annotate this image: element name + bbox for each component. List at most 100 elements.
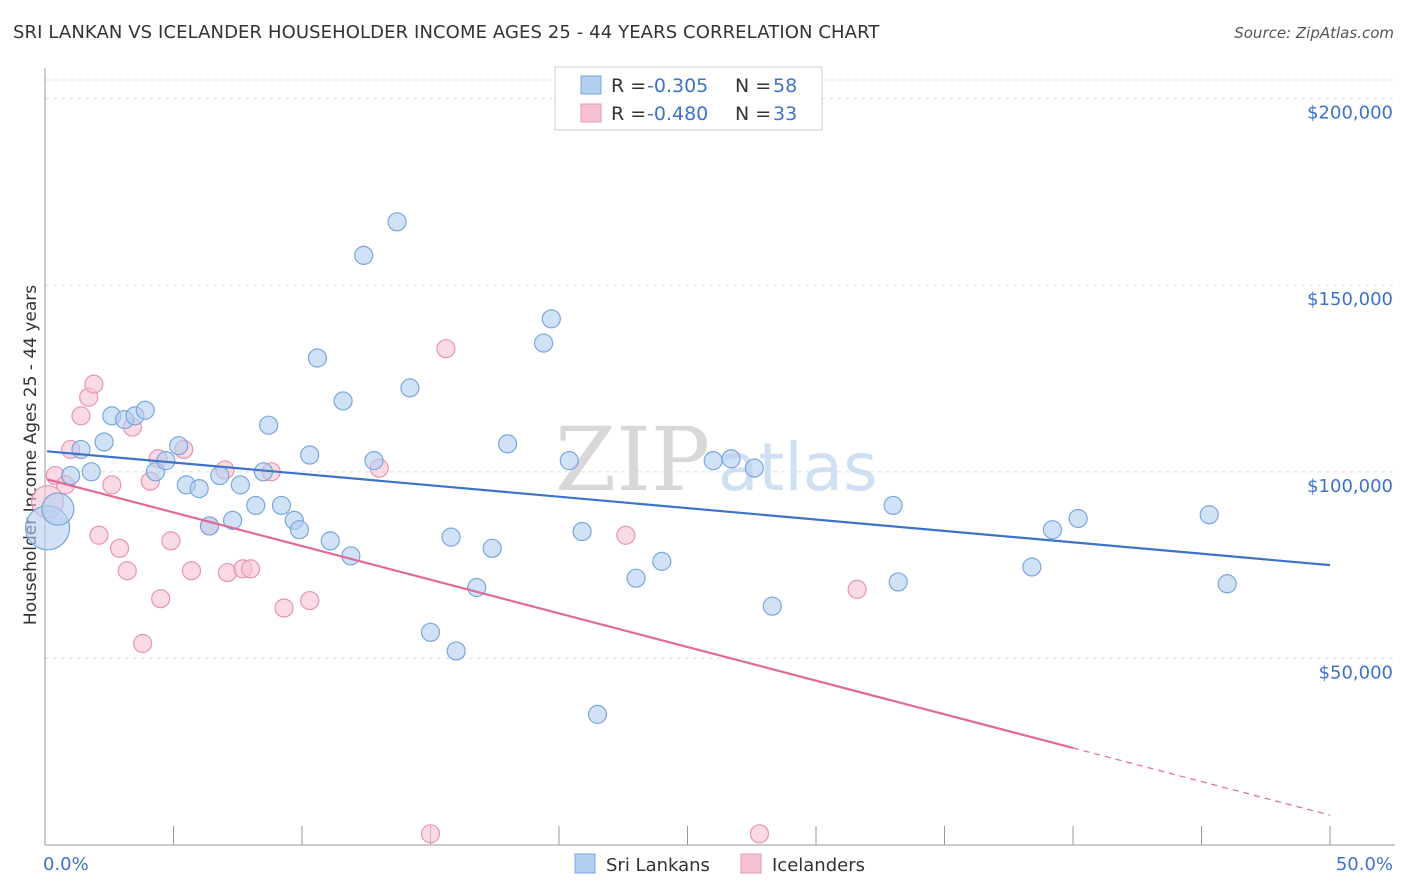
- sri-lankan-point: [541, 309, 561, 329]
- sri-lankan-point: [533, 333, 554, 353]
- watermark-zip: ZIP: [555, 408, 710, 511]
- sri-lankan-point: [762, 596, 782, 616]
- y-tick-label: $50,000: [1319, 662, 1393, 683]
- icelander-point: [420, 824, 441, 844]
- icelander-point: [109, 538, 130, 558]
- sri-lankan-point: [420, 622, 441, 642]
- sri-lankan-point: [333, 391, 353, 411]
- sri-lankan-point: [703, 451, 723, 471]
- sri-lankan-point: [888, 572, 908, 592]
- sri-lankan-point: [230, 475, 250, 495]
- chart-title: SRI LANKAN VS ICELANDER HOUSEHOLDER INCO…: [13, 22, 880, 43]
- legend-n-value-2: 33: [773, 103, 797, 125]
- y-tick-label: $200,000: [1307, 103, 1393, 124]
- sri-lankan-point: [94, 432, 114, 452]
- icelanders-trend-extension: [1072, 747, 1331, 816]
- legend-n-value-1: 58: [773, 75, 797, 97]
- sri-lankan-point: [572, 521, 592, 542]
- sri-lankan-point: [258, 415, 279, 435]
- icelander-point: [84, 374, 104, 394]
- watermark-atlas: atlas: [718, 429, 878, 506]
- series-label-sri-lankans: Sri Lankans: [606, 855, 710, 876]
- sri-lankan-point: [169, 436, 189, 456]
- series-swatch-sri-lankans: [574, 853, 596, 874]
- legend-swatch-blue: [580, 75, 602, 95]
- sri-lankan-point: [61, 465, 81, 486]
- legend-n-label-1: N =: [735, 75, 771, 97]
- icelander-point: [161, 531, 181, 551]
- sri-lankan-point: [498, 434, 518, 454]
- legend-r-value-2: -0.480: [647, 103, 708, 125]
- sri-lankan-point: [223, 510, 243, 530]
- legend-r-label-1: R =: [611, 75, 646, 97]
- x-tick-label: 0.0%: [43, 854, 89, 875]
- legend-n-label-2: N =: [735, 103, 771, 125]
- series-legend: Sri Lankans Icelanders: [574, 853, 865, 876]
- sri-lankan-point: [364, 451, 384, 471]
- sri-lankan-point: [721, 449, 741, 469]
- sri-lankan-point: [289, 520, 310, 540]
- series-label-icelanders: Icelanders: [772, 855, 865, 876]
- sri-lankan-point: [246, 495, 266, 516]
- sri-lankan-point: [210, 465, 230, 486]
- icelander-point: [616, 525, 636, 545]
- sri-lankan-point: [1068, 508, 1088, 529]
- icelander-point: [847, 579, 867, 599]
- icelander-point: [151, 589, 171, 609]
- icelander-point: [436, 339, 456, 359]
- sri-lankan-point: [883, 495, 903, 516]
- y-tick-label: $150,000: [1307, 289, 1393, 310]
- icelanders-points: [30, 339, 867, 844]
- y-axis-label: Householder Income Ages 25 - 44 years: [21, 285, 41, 625]
- sri-lankan-point: [446, 641, 466, 661]
- icelander-point: [749, 824, 770, 844]
- x-tick-label: 50.0%: [1336, 854, 1393, 875]
- legend-swatch-pink: [580, 103, 602, 123]
- icelander-point: [71, 406, 91, 426]
- series-swatch-icelanders: [740, 853, 762, 874]
- sri-lankan-point: [1199, 505, 1219, 525]
- sri-lankan-point: [135, 400, 155, 420]
- icelander-point: [274, 598, 294, 618]
- icelanders-trend-line: [46, 478, 1074, 750]
- y-tick-label: $100,000: [1307, 476, 1393, 497]
- sri-lankan-point: [744, 458, 764, 478]
- icelander-point: [89, 525, 109, 545]
- sri-lankan-point: [400, 378, 420, 398]
- sri-lankan-point: [652, 551, 672, 571]
- icelander-point: [241, 559, 261, 579]
- sri-lankan-point: [387, 212, 407, 232]
- sri-lankan-point: [341, 546, 361, 566]
- sri-lankan-point: [81, 462, 101, 482]
- trend-lines: [46, 450, 1331, 816]
- legend-r-value-1: -0.305: [647, 75, 708, 97]
- sri-lankan-point: [587, 704, 608, 724]
- sri-lankan-point: [441, 527, 461, 547]
- sri-lankan-point: [1217, 574, 1237, 594]
- sri-lankan-point: [482, 538, 502, 558]
- sri-lankan-point: [307, 348, 328, 368]
- sri-lankan-point: [626, 568, 646, 588]
- legend-r-label-2: R =: [611, 103, 646, 125]
- sri-lankans-trend-line: [46, 450, 1331, 567]
- sri-lankan-point: [1022, 557, 1042, 577]
- icelander-point: [181, 561, 202, 581]
- watermark: ZIP atlas: [555, 408, 878, 511]
- sri-lankan-point: [559, 451, 579, 471]
- sri-lankan-point: [189, 479, 209, 499]
- sri-lankan-point: [320, 531, 340, 551]
- icelander-point: [117, 561, 137, 581]
- icelander-point: [102, 475, 122, 495]
- sri-lankan-point: [41, 492, 75, 526]
- correlation-legend: R = -0.305 N = 58 R = -0.480 N = 33: [554, 66, 823, 131]
- source-label: Source: ZipAtlas.com: [1234, 24, 1394, 42]
- sri-lankans-points: [24, 212, 1237, 724]
- tick-labels: $50,000 $100,000 $150,000 $200,000 0.0% 50.0%: [43, 103, 1393, 875]
- icelander-point: [300, 590, 320, 611]
- sri-lankan-point: [300, 445, 320, 465]
- sri-lankan-point: [271, 495, 292, 516]
- sri-lankan-point: [1042, 520, 1063, 540]
- icelander-point: [133, 633, 153, 654]
- sri-lankan-point: [354, 245, 374, 265]
